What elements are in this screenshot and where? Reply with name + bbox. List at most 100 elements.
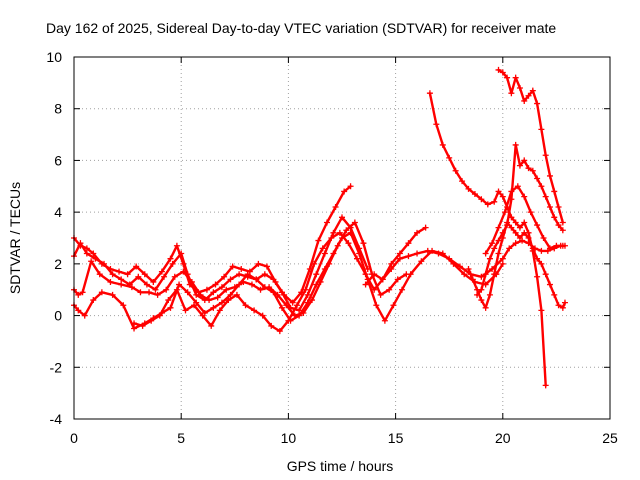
data-point: [208, 322, 215, 329]
data-point: [499, 260, 506, 267]
data-point: [360, 240, 367, 247]
data-point: [203, 286, 210, 293]
data-point: [540, 235, 547, 241]
x-tick-label: 20: [495, 430, 511, 446]
data-point: [268, 322, 275, 329]
data-point: [446, 154, 453, 161]
data-point: [504, 74, 511, 81]
data-point: [259, 312, 266, 319]
data-point: [238, 266, 245, 273]
data-point: [371, 271, 378, 278]
data-point: [491, 198, 498, 205]
data-point: [461, 271, 468, 278]
data-point: [143, 281, 150, 288]
data-point: [79, 289, 86, 296]
data-point: [216, 307, 223, 314]
data-point: [534, 255, 541, 262]
data-point: [321, 250, 328, 257]
data-point: [499, 255, 506, 262]
data-point: [555, 302, 562, 309]
data-point: [538, 307, 545, 314]
data-point: [330, 229, 337, 236]
data-point: [379, 276, 386, 283]
data-point: [197, 291, 204, 298]
data-point: [521, 219, 528, 226]
series-line: [72, 216, 369, 312]
data-point: [508, 188, 515, 195]
data-point: [508, 90, 515, 97]
data-point: [405, 240, 412, 247]
data-point: [424, 247, 431, 254]
y-tick-label: -2: [50, 359, 63, 375]
data-point: [491, 271, 498, 278]
data-point: [255, 260, 262, 267]
series-line: [72, 185, 352, 304]
data-point: [167, 255, 174, 262]
data-point: [315, 237, 322, 244]
data-point: [90, 250, 97, 257]
data-point: [422, 224, 429, 231]
data-point: [339, 214, 345, 221]
data-point: [128, 284, 135, 291]
data-point: [516, 224, 523, 231]
data-point: [88, 258, 95, 265]
data-point: [133, 263, 140, 270]
data-point: [471, 191, 478, 198]
data-point: [538, 260, 545, 267]
data-point: [405, 253, 412, 260]
data-point: [161, 273, 168, 280]
data-point: [362, 281, 369, 288]
data-point: [525, 165, 532, 172]
data-point: [486, 291, 493, 298]
data-point: [551, 291, 558, 298]
data-point: [478, 273, 485, 280]
data-point: [75, 307, 82, 314]
data-point: [101, 260, 108, 267]
data-point: [538, 247, 545, 254]
data-point: [555, 203, 562, 210]
data-point: [452, 167, 459, 174]
data-point: [332, 203, 339, 210]
data-point: [141, 271, 148, 278]
data-point: [191, 302, 198, 309]
data-point: [512, 141, 519, 148]
data-point: [188, 278, 195, 285]
data-point: [210, 304, 217, 311]
data-point: [139, 322, 146, 329]
x-tick-label: 25: [602, 430, 618, 446]
data-point: [521, 193, 528, 200]
y-tick-label: 0: [54, 308, 62, 324]
y-tick-label: 6: [54, 152, 62, 168]
x-tick-label: 15: [388, 430, 404, 446]
data-point: [377, 291, 384, 298]
data-point: [478, 196, 485, 203]
data-point: [534, 175, 541, 182]
data-point: [414, 250, 421, 257]
data-point: [253, 276, 260, 283]
data-point: [491, 245, 498, 252]
data-point: [525, 235, 532, 241]
data-point: [439, 141, 446, 148]
data-point: [184, 289, 191, 296]
data-point: [173, 286, 180, 293]
data-point: [418, 258, 425, 265]
data-point: [512, 229, 519, 236]
data-point: [529, 167, 536, 174]
data-point: [107, 278, 114, 285]
x-tick-label: 10: [281, 430, 297, 446]
series-track-k: [482, 183, 566, 257]
data-point: [482, 250, 489, 257]
x-tick-label: 5: [177, 430, 185, 446]
data-point: [283, 302, 290, 309]
data-point: [244, 271, 251, 278]
data-point: [120, 302, 127, 309]
data-point: [313, 271, 320, 278]
data-point: [270, 276, 277, 283]
data-point: [98, 289, 105, 296]
data-point: [551, 214, 558, 221]
data-point: [555, 222, 562, 229]
data-point: [328, 235, 335, 241]
chart-title: Day 162 of 2025, Sidereal Day-to-day VTE…: [46, 20, 556, 36]
data-point: [278, 289, 285, 296]
data-point: [551, 188, 558, 195]
